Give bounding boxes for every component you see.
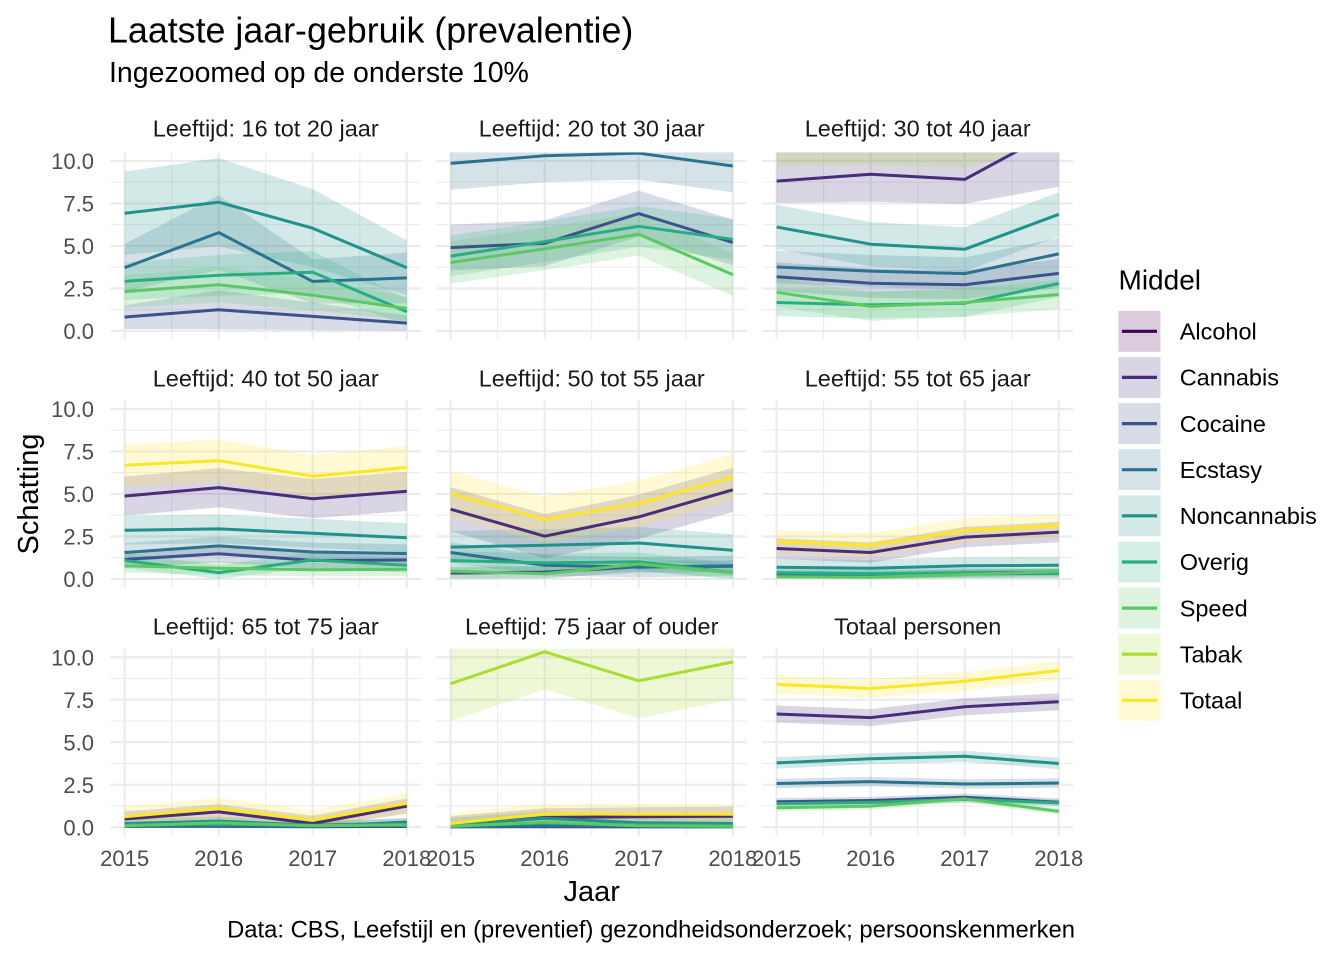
svg-text:5.0: 5.0 xyxy=(63,730,94,755)
svg-text:2.5: 2.5 xyxy=(63,277,94,302)
svg-text:7.5: 7.5 xyxy=(63,192,94,217)
svg-text:2015: 2015 xyxy=(100,846,149,871)
svg-text:Ingezoomed op de onderste 10%: Ingezoomed op de onderste 10% xyxy=(109,57,529,89)
svg-text:2.5: 2.5 xyxy=(63,773,94,798)
svg-text:Laatste jaar-gebruik (prevalen: Laatste jaar-gebruik (prevalentie) xyxy=(108,11,633,51)
svg-text:Leeftijd: 40 tot 50 jaar: Leeftijd: 40 tot 50 jaar xyxy=(153,365,379,391)
svg-text:Noncannabis: Noncannabis xyxy=(1180,503,1317,529)
svg-text:Schatting: Schatting xyxy=(13,434,45,555)
svg-text:Speed: Speed xyxy=(1180,595,1248,621)
svg-text:Middel: Middel xyxy=(1119,265,1201,296)
svg-text:10.0: 10.0 xyxy=(51,149,94,174)
svg-text:0.0: 0.0 xyxy=(63,567,94,592)
svg-text:Overig: Overig xyxy=(1180,549,1249,575)
svg-text:Leeftijd: 20 tot 30 jaar: Leeftijd: 20 tot 30 jaar xyxy=(479,115,705,141)
svg-text:2.5: 2.5 xyxy=(63,525,94,550)
svg-text:2016: 2016 xyxy=(846,846,895,871)
svg-text:0.0: 0.0 xyxy=(63,319,94,344)
svg-text:2018: 2018 xyxy=(708,846,757,871)
svg-text:Leeftijd: 50 tot 55 jaar: Leeftijd: 50 tot 55 jaar xyxy=(479,365,705,391)
svg-text:Alcohol: Alcohol xyxy=(1180,319,1257,345)
svg-text:2018: 2018 xyxy=(382,846,431,871)
svg-text:10.0: 10.0 xyxy=(51,397,94,422)
svg-text:7.5: 7.5 xyxy=(63,440,94,465)
svg-text:5.0: 5.0 xyxy=(63,482,94,507)
svg-text:Jaar: Jaar xyxy=(563,876,620,908)
svg-text:2016: 2016 xyxy=(194,846,243,871)
svg-text:2015: 2015 xyxy=(752,846,801,871)
svg-text:0.0: 0.0 xyxy=(63,815,94,840)
svg-text:2015: 2015 xyxy=(426,846,475,871)
svg-text:Leeftijd: 65 tot 75 jaar: Leeftijd: 65 tot 75 jaar xyxy=(153,613,379,639)
svg-text:Totaal: Totaal xyxy=(1180,688,1243,714)
svg-text:2017: 2017 xyxy=(940,846,989,871)
svg-text:Leeftijd: 55 tot 65 jaar: Leeftijd: 55 tot 65 jaar xyxy=(805,365,1031,391)
svg-text:Cocaine: Cocaine xyxy=(1180,411,1266,437)
svg-text:Leeftijd: 30 tot 40 jaar: Leeftijd: 30 tot 40 jaar xyxy=(805,115,1031,141)
svg-text:Leeftijd: 16 tot 20 jaar: Leeftijd: 16 tot 20 jaar xyxy=(153,115,379,141)
svg-text:Cannabis: Cannabis xyxy=(1180,365,1279,391)
svg-text:5.0: 5.0 xyxy=(63,234,94,259)
svg-text:Totaal personen: Totaal personen xyxy=(834,613,1001,639)
svg-text:2017: 2017 xyxy=(288,846,337,871)
svg-text:10.0: 10.0 xyxy=(51,645,94,670)
svg-text:2016: 2016 xyxy=(520,846,569,871)
svg-text:2017: 2017 xyxy=(614,846,663,871)
svg-text:Leeftijd: 75 jaar of ouder: Leeftijd: 75 jaar of ouder xyxy=(465,613,719,639)
svg-text:2018: 2018 xyxy=(1034,846,1083,871)
svg-text:Ecstasy: Ecstasy xyxy=(1180,457,1263,483)
svg-text:Tabak: Tabak xyxy=(1180,642,1243,668)
svg-text:Data: CBS, Leefstijl en (preve: Data: CBS, Leefstijl en (preventief) gez… xyxy=(227,917,1075,944)
svg-text:7.5: 7.5 xyxy=(63,688,94,713)
